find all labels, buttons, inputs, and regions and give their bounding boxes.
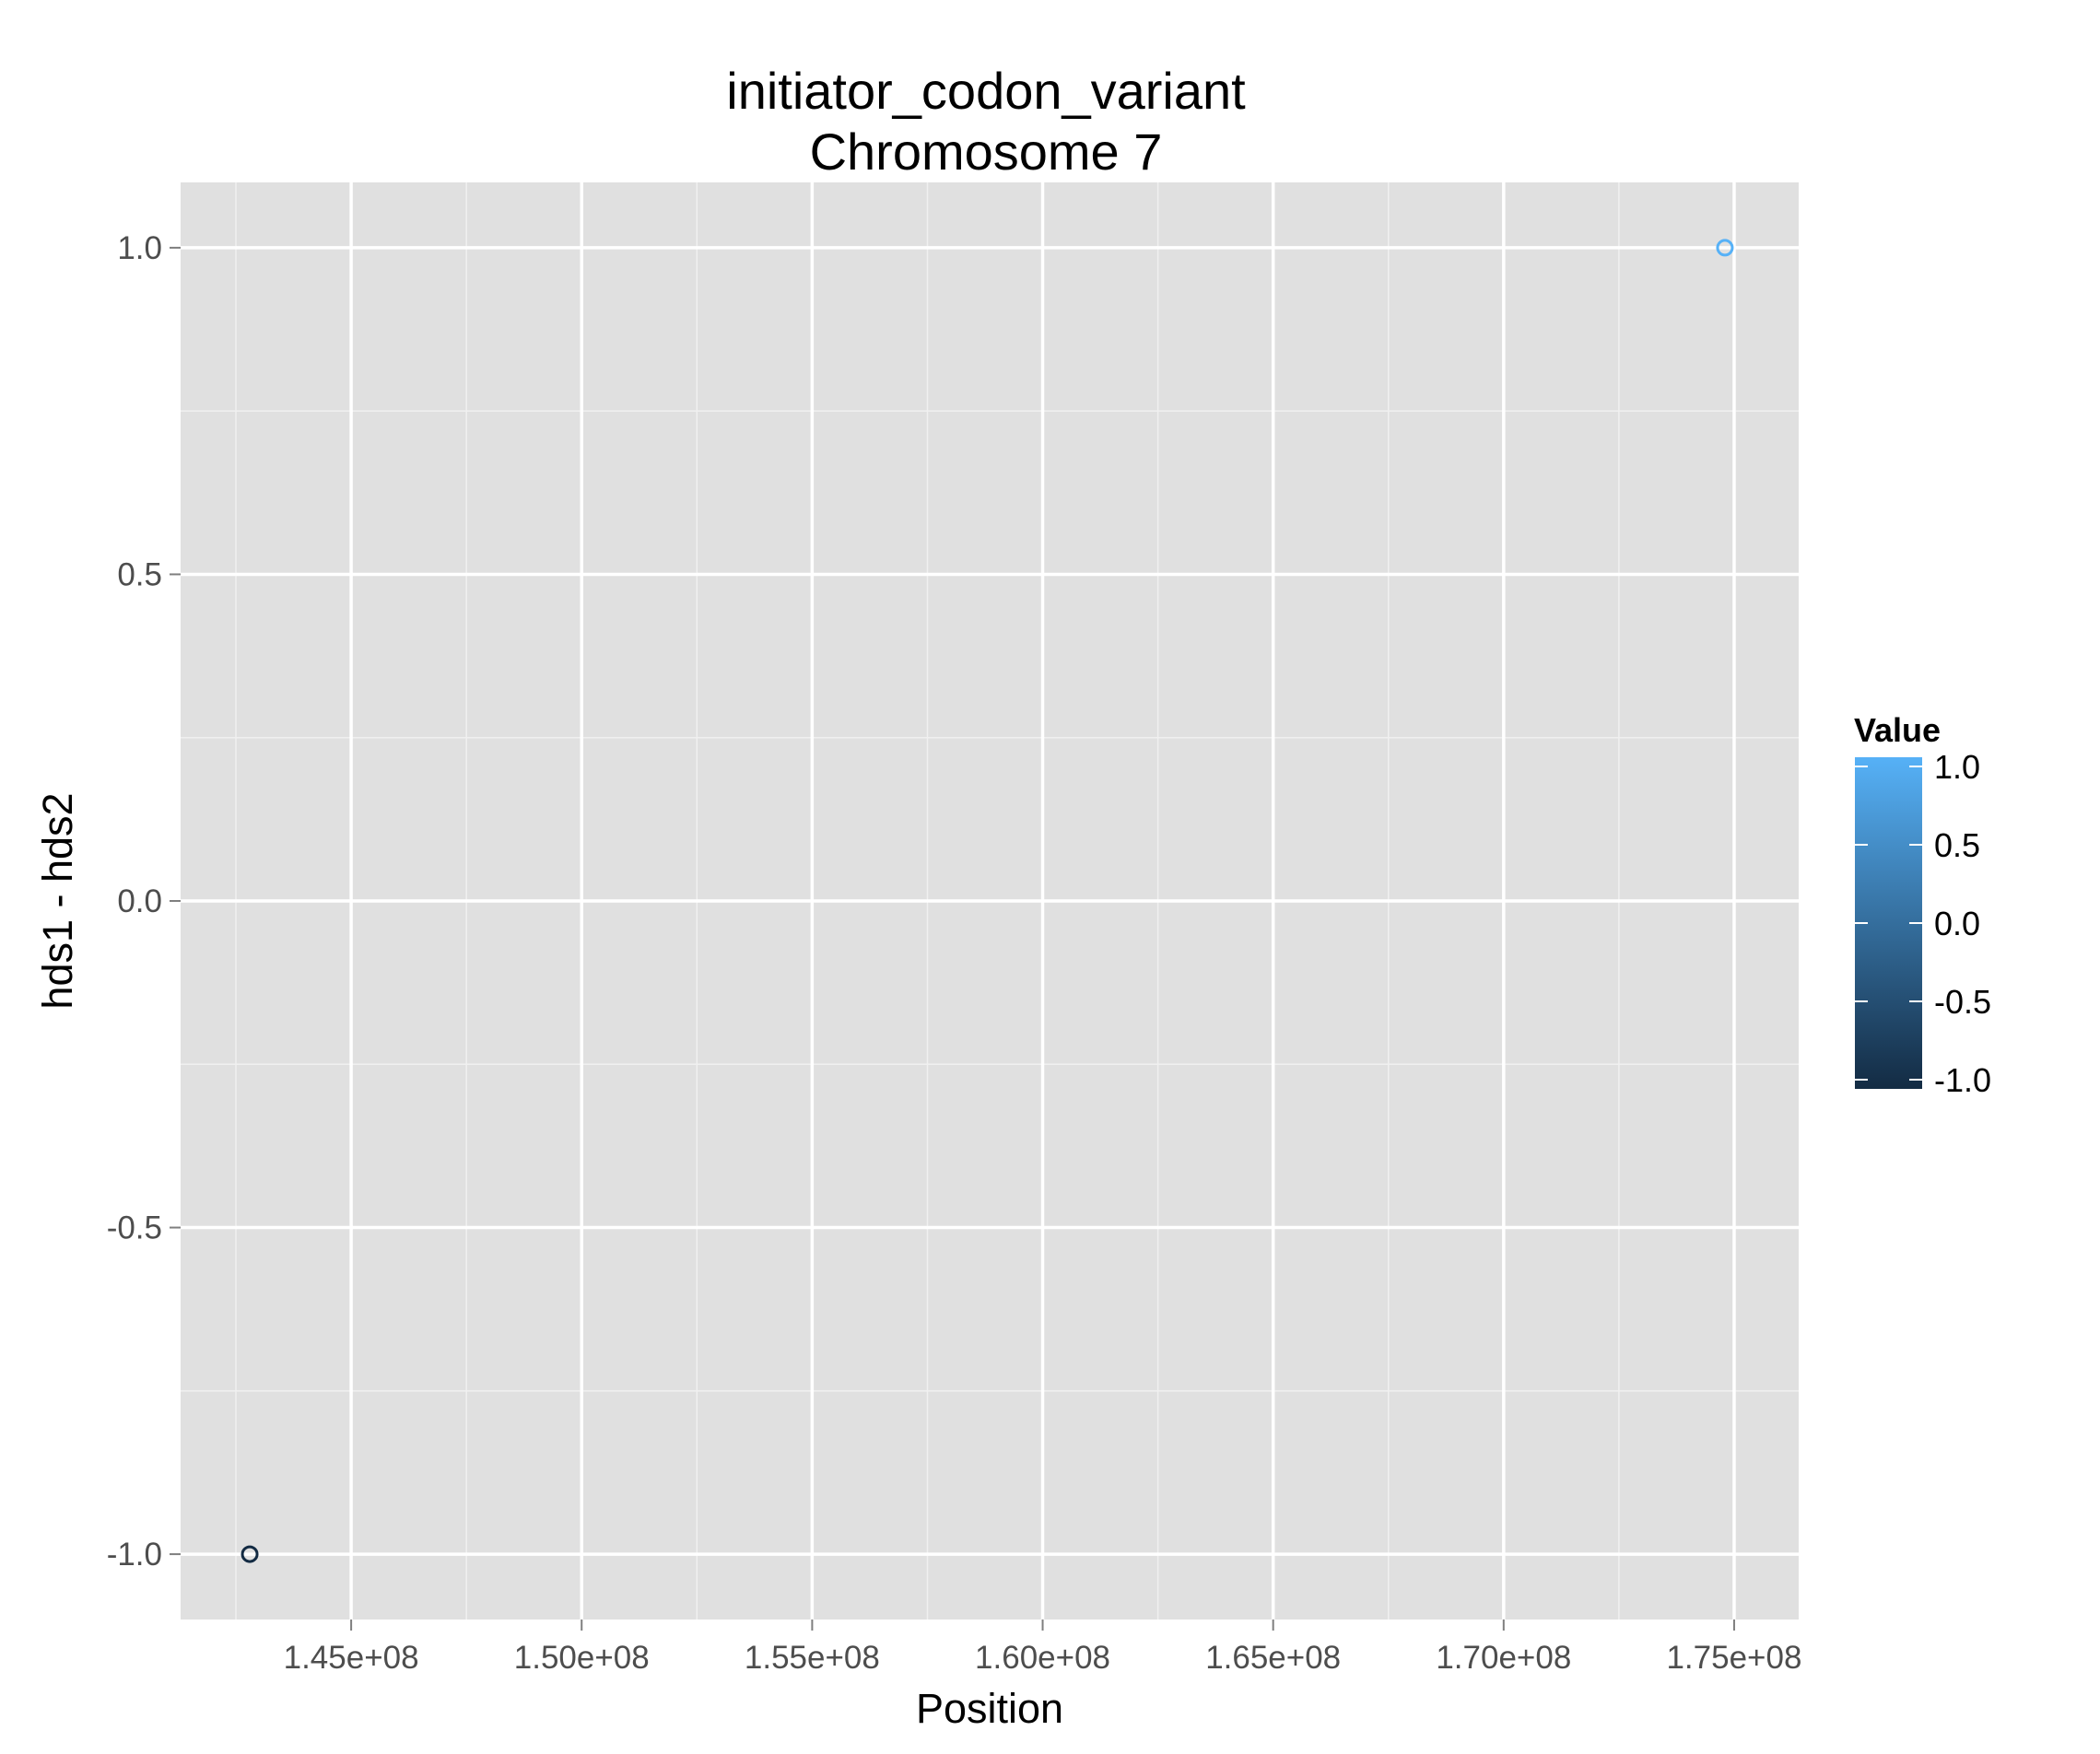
x-tick-label: 1.65e+08 bbox=[1205, 1640, 1341, 1676]
x-tick-label: 1.60e+08 bbox=[975, 1640, 1110, 1676]
legend: Value 1.0 0.5 0.0 -0.5 -1.0 bbox=[1854, 711, 1991, 1099]
x-tick-label: 1.75e+08 bbox=[1666, 1640, 1801, 1676]
x-tick-label: 1.50e+08 bbox=[514, 1640, 650, 1676]
x-tick-label: 1.45e+08 bbox=[284, 1640, 419, 1676]
y-axis-title: hds1 - hds2 bbox=[34, 792, 81, 1009]
x-tick-label: 1.70e+08 bbox=[1436, 1640, 1571, 1676]
y-tick-label: 1.0 bbox=[117, 230, 162, 266]
legend-tick-label: 0.5 bbox=[1934, 826, 1980, 864]
legend-tick-label: 0.0 bbox=[1934, 905, 1980, 942]
legend-tick-label: 1.0 bbox=[1934, 748, 1980, 786]
axes: 1.45e+08 1.50e+08 1.55e+08 1.60e+08 1.65e+08… bbox=[107, 230, 1802, 1676]
legend-tick-label: -0.5 bbox=[1934, 983, 1991, 1021]
y-tick-label: -0.5 bbox=[107, 1210, 162, 1246]
legend-ticks: 1.0 0.5 0.0 -0.5 -1.0 bbox=[1855, 748, 1991, 1099]
legend-tick-label: -1.0 bbox=[1934, 1061, 1991, 1099]
x-tick-label: 1.55e+08 bbox=[745, 1640, 880, 1676]
y-tick-label: -1.0 bbox=[107, 1537, 162, 1573]
data-point bbox=[1716, 239, 1734, 257]
y-tick-label: 0.5 bbox=[117, 556, 162, 592]
data-points bbox=[241, 239, 1734, 1563]
legend-title: Value bbox=[1854, 711, 1941, 749]
grid-major bbox=[181, 182, 1799, 1620]
y-tick-label: 0.0 bbox=[117, 883, 162, 919]
chart-subtitle: Chromosome 7 bbox=[810, 123, 1163, 181]
chart-title: initiator_codon_variant bbox=[726, 62, 1246, 120]
data-point bbox=[241, 1545, 259, 1563]
x-axis-title: Position bbox=[916, 1685, 1063, 1732]
